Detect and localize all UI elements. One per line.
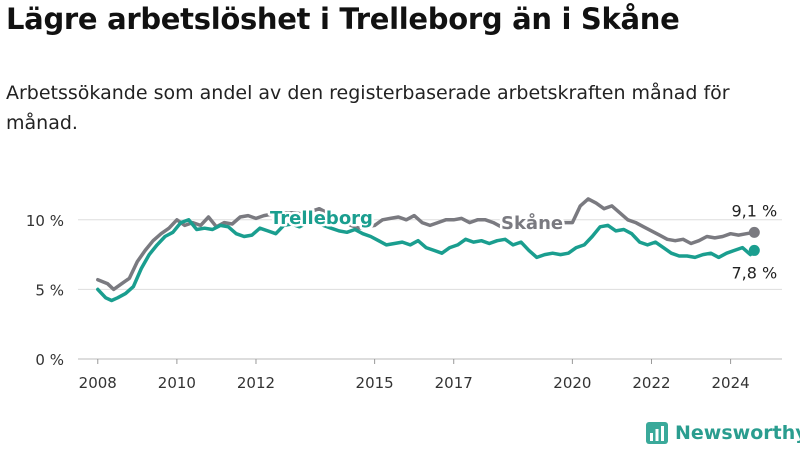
line-chart: 0 % 5 % 10 % 2008 2010 2012 2015 2017 2020 2022 20… bbox=[26, 197, 782, 392]
end-point-skane bbox=[748, 226, 760, 238]
y-tick-label: 0 % bbox=[35, 351, 64, 369]
bar-chart-logo-icon bbox=[646, 422, 668, 444]
x-tick-label: 2020 bbox=[553, 374, 591, 392]
chart-title: Lägre arbetslöshet i Trelleborg än i Skå… bbox=[6, 2, 680, 36]
y-tick-label: 10 % bbox=[26, 212, 64, 230]
x-tick-label: 2010 bbox=[158, 374, 196, 392]
x-tick-label: 2022 bbox=[632, 374, 670, 392]
x-tick-label: 2015 bbox=[356, 374, 394, 392]
x-tick-label: 2012 bbox=[237, 374, 275, 392]
end-point-trelleborg bbox=[748, 244, 760, 256]
end-label-trelleborg: 7,8 % bbox=[731, 263, 777, 282]
chart-subtitle: Arbetssökande som andel av den registerb… bbox=[6, 82, 730, 134]
y-tick-label: 5 % bbox=[35, 281, 64, 299]
x-tick-label: 2008 bbox=[79, 374, 117, 392]
series-line-skane bbox=[96, 197, 757, 292]
series-label-trelleborg: Trelleborg bbox=[270, 208, 373, 229]
series-line-trelleborg bbox=[96, 218, 757, 303]
x-tick-label: 2017 bbox=[435, 374, 473, 392]
end-label-skane: 9,1 % bbox=[731, 201, 777, 220]
x-tick-label: 2024 bbox=[711, 374, 749, 392]
brand-name: Newsworthy bbox=[675, 422, 800, 444]
series-label-skane: Skåne bbox=[501, 212, 563, 234]
brand-logo: Newsworthy bbox=[645, 420, 800, 446]
